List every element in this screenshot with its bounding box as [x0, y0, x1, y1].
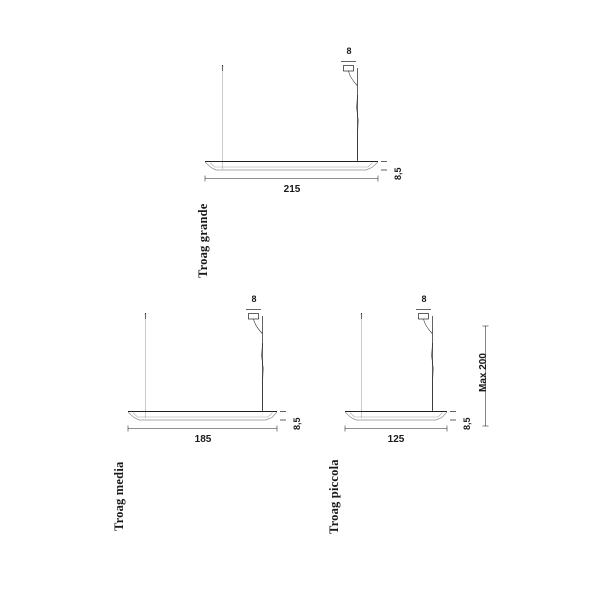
product-label-troag-piccola: Troag piccola: [327, 459, 341, 534]
max-suspension-label: Max 200: [478, 353, 489, 392]
figure-troag-grande: [204, 61, 387, 182]
suspension-rod-right-grande: [356, 68, 359, 162]
product-label-troag-media: Troag media: [112, 461, 126, 531]
width-dimension-label-media: 185: [194, 434, 212, 445]
lamp-body-media: [127, 410, 278, 421]
width-dimension-media: [127, 425, 278, 432]
figure-troag-media: [127, 309, 286, 432]
canopy-dimension-label-media: 8: [251, 294, 257, 304]
ceiling-canopy-piccola: [418, 313, 433, 334]
canopy-dimension-label-grande: 8: [346, 46, 352, 56]
product-label-troag-grande: Troag grande: [196, 203, 210, 278]
max-suspension-dimension: [482, 325, 489, 427]
lamp-body-piccola: [344, 410, 448, 421]
height-dimension-media: [280, 411, 286, 421]
figure-troag-piccola: [344, 309, 456, 432]
height-dimension-label-piccola: 8,5: [462, 417, 472, 430]
height-dimension-piccola: [450, 411, 456, 421]
ceiling-canopy-media: [248, 313, 263, 334]
width-dimension-grande: [204, 175, 379, 182]
canopy-dimension-label-piccola: 8: [421, 294, 427, 304]
height-dimension-label-media: 8,5: [292, 417, 302, 430]
width-dimension-piccola: [344, 425, 448, 432]
height-dimension-label-grande: 8,5: [393, 167, 403, 180]
ceiling-canopy-grande: [343, 65, 358, 86]
height-dimension-grande: [381, 161, 387, 171]
suspension-rod-right-piccola: [431, 316, 434, 412]
suspension-rod-right-media: [261, 316, 264, 412]
width-dimension-label-piccola: 125: [387, 434, 405, 445]
width-dimension-label-grande: 215: [283, 184, 301, 195]
lamp-body-grande: [204, 160, 379, 171]
